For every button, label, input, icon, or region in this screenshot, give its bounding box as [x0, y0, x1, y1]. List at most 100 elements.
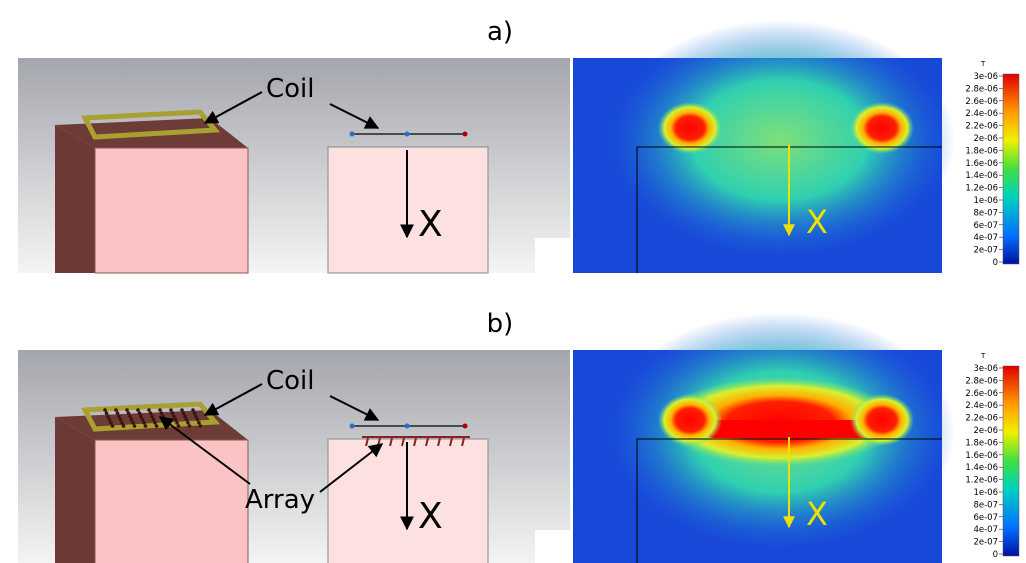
- array-element: [185, 418, 189, 422]
- blank: [535, 238, 570, 273]
- array-element: [142, 421, 146, 425]
- array-element: [196, 418, 200, 422]
- block-side: [55, 125, 95, 273]
- array-element: [155, 424, 159, 428]
- array-element: [122, 424, 126, 428]
- array-element: [108, 418, 112, 422]
- figure: a) X Coil X T 3e-06 2.8e-06 2.6e-06 2.4e-06 2.2e-…: [0, 0, 1026, 563]
- colorbar-tick-label: 1.4e-06: [965, 171, 998, 181]
- array-element: [169, 408, 173, 412]
- colorbar-tick-label: 2.4e-06: [965, 401, 998, 411]
- field-core: [705, 420, 875, 438]
- colorbar-tick-label: 1.8e-06: [965, 438, 998, 448]
- array-element: [153, 421, 157, 425]
- colorbar-tick-label: 3e-06: [973, 364, 998, 374]
- array-element: [130, 418, 134, 422]
- field-hot: [850, 394, 914, 446]
- array-element: [177, 424, 181, 428]
- panel-label: a): [487, 17, 513, 47]
- colorbar-tick-label: 1e-06: [973, 196, 998, 206]
- colorbar-tick-label: 2e-07: [973, 538, 998, 548]
- array-element: [109, 421, 113, 425]
- array-element: [174, 418, 178, 422]
- colorbar-tick-label: 6e-07: [973, 221, 998, 231]
- array-element: [120, 421, 124, 425]
- array-element: [116, 411, 120, 415]
- array-element: [117, 415, 121, 419]
- colorbar-tick-label: 4e-07: [973, 233, 998, 243]
- field-hot: [850, 102, 914, 154]
- array-element: [183, 415, 187, 419]
- field-hot: [658, 102, 722, 154]
- panel: a)XCoilXT3e-062.8e-062.6e-062.4e-062.2e-…: [18, 17, 1019, 273]
- colorbar-tick-label: 2.8e-06: [965, 84, 998, 94]
- array-element: [149, 411, 153, 415]
- colorbar-tick-label: 0: [993, 550, 998, 560]
- array-element: [114, 408, 118, 412]
- coil-port: [463, 424, 468, 429]
- array-element: [188, 424, 192, 428]
- colorbar-tick-label: 1.6e-06: [965, 159, 998, 169]
- array-element: [191, 408, 195, 412]
- colorbar-tick-label: 2.2e-06: [965, 414, 998, 424]
- array-element: [158, 408, 162, 412]
- array-element: [139, 415, 143, 419]
- colorbar-tick-label: 2.8e-06: [965, 376, 998, 386]
- colorbar-tick-label: 1.2e-06: [965, 184, 998, 194]
- array-element: [119, 418, 123, 422]
- array-element: [160, 411, 164, 415]
- colorbar-unit: T: [980, 60, 986, 68]
- array-element: [144, 424, 148, 428]
- array-element: [105, 411, 109, 415]
- array-element: [147, 408, 151, 412]
- colorbar-tick-label: 1.4e-06: [965, 463, 998, 473]
- array-element: [150, 415, 154, 419]
- array-element: [199, 424, 203, 428]
- blank: [535, 530, 570, 563]
- colorbar-tick-label: 2e-07: [973, 246, 998, 256]
- panel: b) X Coil Array X T 3e-06 2.8e-06 2.6e-06 2.4e-06…: [18, 309, 1019, 563]
- array-element: [175, 421, 179, 425]
- array-label: Array: [245, 485, 315, 515]
- colorbar-tick-label: 2.4e-06: [965, 109, 998, 119]
- array-element: [180, 408, 184, 412]
- array-element: [128, 415, 132, 419]
- colorbar-tick-label: 0: [993, 258, 998, 268]
- array-element: [193, 411, 197, 415]
- colorbar-tick-label: 4e-07: [973, 525, 998, 535]
- colorbar-tick-label: 1.2e-06: [965, 476, 998, 486]
- colorbar: [1003, 366, 1019, 556]
- coil-port: [350, 132, 355, 137]
- array-element: [125, 408, 129, 412]
- x-label-field: X: [806, 495, 828, 533]
- colorbar-tick-label: 8e-07: [973, 500, 998, 510]
- colorbar-unit: T: [980, 352, 986, 360]
- block-front: [95, 440, 248, 563]
- colorbar-tick-label: 1.8e-06: [965, 146, 998, 156]
- x-label: X: [418, 204, 443, 245]
- array-element: [106, 415, 110, 419]
- coil-label: Coil: [266, 366, 315, 396]
- coil-port: [463, 132, 468, 137]
- array-element: [152, 418, 156, 422]
- block-side: [55, 417, 95, 563]
- colorbar-tick-label: 2e-06: [973, 134, 998, 144]
- array-element: [111, 424, 115, 428]
- colorbar-tick-label: 3e-06: [973, 72, 998, 82]
- coil-label: Coil: [266, 74, 315, 104]
- colorbar-tick-label: 1.6e-06: [965, 451, 998, 461]
- array-element: [172, 415, 176, 419]
- colorbar-tick-label: 8e-07: [973, 208, 998, 218]
- array-element: [197, 421, 201, 425]
- array-element: [141, 418, 145, 422]
- array-element: [136, 408, 140, 412]
- array-element: [131, 421, 135, 425]
- array-element: [186, 421, 190, 425]
- colorbar-tick-label: 2.6e-06: [965, 389, 998, 399]
- array-element: [138, 411, 142, 415]
- coil-port: [405, 132, 410, 137]
- panel-label: b): [487, 309, 514, 339]
- colorbar-tick-label: 2.6e-06: [965, 97, 998, 107]
- x-label: X: [418, 496, 443, 537]
- colorbar-tick-label: 2e-06: [973, 426, 998, 436]
